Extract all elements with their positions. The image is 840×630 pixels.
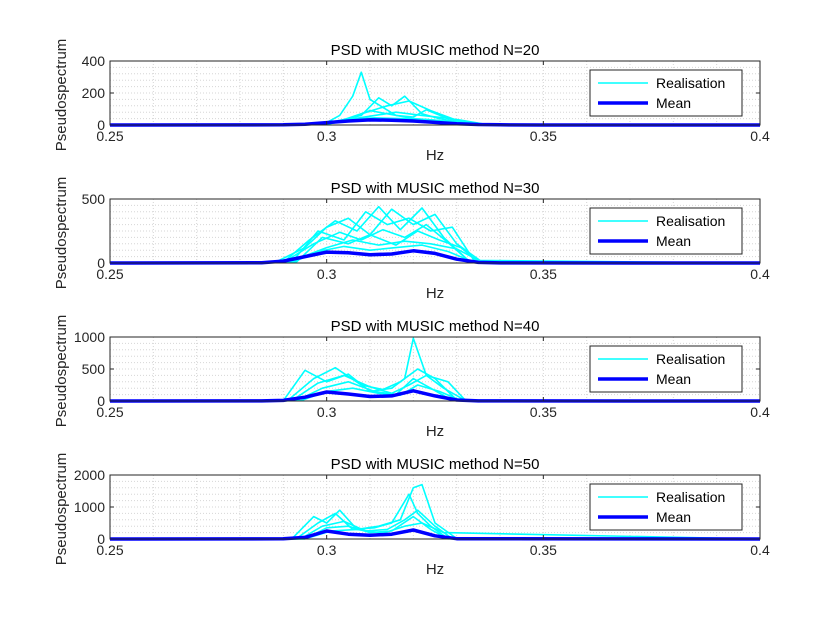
x-tick-label: 0.4	[750, 404, 770, 420]
x-tick-label: 0.25	[96, 266, 123, 282]
x-tick-label: 0.35	[530, 266, 557, 282]
legend: Realisation Mean	[589, 69, 743, 117]
chart-title: PSD with MUSIC method N=50	[331, 456, 540, 473]
y-axis-label: Pseudospectrum	[53, 315, 70, 428]
legend-box	[589, 483, 743, 531]
legend: Realisation Mean	[589, 207, 743, 255]
y-tick-label: 0	[97, 255, 105, 271]
mean-line	[109, 249, 761, 265]
legend: Realisation Mean	[589, 483, 743, 531]
realisation-line	[109, 211, 761, 264]
legend-label: Realisation	[656, 489, 725, 505]
y-tick-label: 0	[97, 531, 105, 547]
x-tick-label: 0.3	[317, 404, 337, 420]
ticks	[109, 198, 761, 264]
subplot-4: 0.25 0.3 0.35 0.4 0 1000 2000 PSD with MUSIC me…	[53, 453, 770, 578]
y-tick-label: 1000	[74, 499, 105, 515]
y-tick-label: 0	[97, 117, 105, 133]
ticks	[109, 336, 761, 402]
x-tick-label: 0.35	[530, 404, 557, 420]
mean-line	[109, 528, 761, 541]
subplot-2: 0.25 0.3 0.35 0.4 0 500 PSD with MUSIC method …	[53, 177, 770, 302]
y-tick-label: 500	[82, 361, 106, 377]
y-tick-label: 0	[97, 393, 105, 409]
legend-label: Mean	[656, 95, 691, 111]
legend-box	[589, 69, 743, 117]
x-tick-label: 0.4	[750, 128, 770, 144]
chart-title: PSD with MUSIC method N=20	[331, 42, 540, 59]
series-group	[109, 71, 761, 127]
y-tick-label: 200	[82, 85, 106, 101]
realisation-line	[109, 230, 761, 264]
legend-label: Realisation	[656, 351, 725, 367]
x-tick-label: 0.4	[750, 542, 770, 558]
ticks	[109, 474, 761, 540]
legend-box	[589, 207, 743, 255]
x-tick-label: 0.3	[317, 542, 337, 558]
ticks	[109, 60, 761, 126]
realisation-line	[109, 509, 761, 540]
chart-title: PSD with MUSIC method N=30	[331, 180, 540, 197]
x-axis-label: Hz	[426, 285, 444, 302]
chart-title: PSD with MUSIC method N=40	[331, 318, 540, 335]
x-tick-label: 0.35	[530, 128, 557, 144]
legend-box	[589, 345, 743, 393]
legend-label: Mean	[656, 371, 691, 387]
subplot-3: 0.25 0.3 0.35 0.4 0 500 1000 PSD with MUSIC met…	[53, 315, 770, 440]
legend-label: Mean	[656, 233, 691, 249]
legend-label: Realisation	[656, 213, 725, 229]
x-tick-label: 0.25	[96, 128, 123, 144]
series-group	[109, 483, 761, 541]
y-tick-label: 2000	[74, 467, 105, 483]
mean-line	[109, 389, 761, 403]
x-axis-label: Hz	[426, 561, 444, 578]
x-axis-label: Hz	[426, 147, 444, 164]
x-tick-label: 0.25	[96, 404, 123, 420]
x-tick-label: 0.3	[317, 128, 337, 144]
subplot-1: 0.25 0.3 0.35 0.4 0 200 400 PSD with MUSIC meth…	[53, 39, 770, 164]
y-tick-label: 1000	[74, 329, 105, 345]
x-tick-label: 0.35	[530, 542, 557, 558]
legend: Realisation Mean	[589, 345, 743, 393]
realisation-line	[109, 366, 761, 402]
y-axis-label: Pseudospectrum	[53, 39, 70, 152]
series-group	[109, 337, 761, 403]
x-tick-label: 0.4	[750, 266, 770, 282]
y-axis-label: Pseudospectrum	[53, 177, 70, 290]
y-axis-label: Pseudospectrum	[53, 453, 70, 566]
axes-box	[109, 198, 761, 264]
x-axis-label: Hz	[426, 423, 444, 440]
x-tick-label: 0.25	[96, 542, 123, 558]
series-group	[109, 205, 761, 265]
y-tick-label: 500	[82, 191, 106, 207]
legend-label: Realisation	[656, 75, 725, 91]
x-tick-label: 0.3	[317, 266, 337, 282]
legend-label: Mean	[656, 509, 691, 525]
y-tick-label: 400	[82, 53, 106, 69]
